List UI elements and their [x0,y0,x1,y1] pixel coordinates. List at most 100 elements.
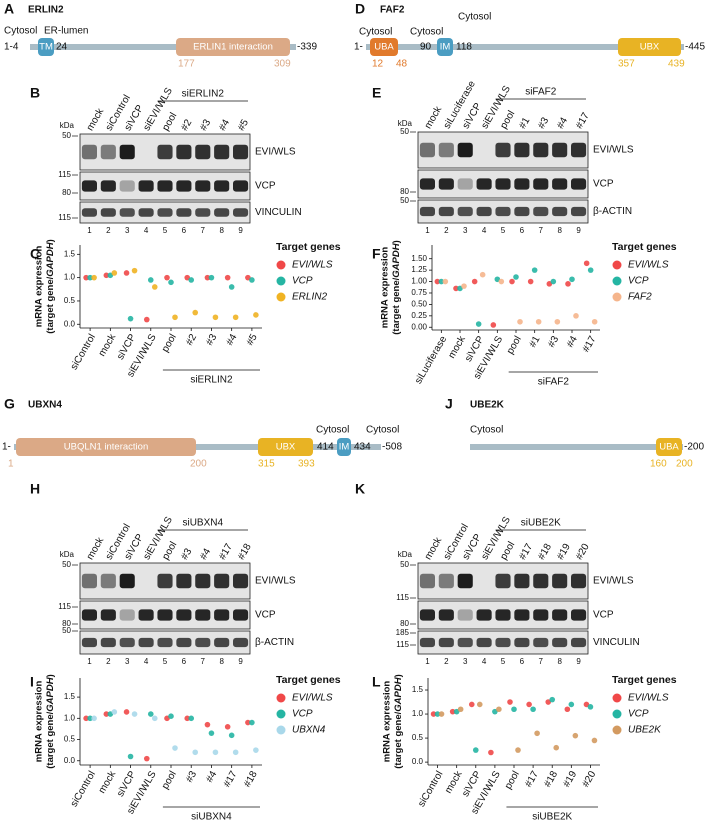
blot-band [438,206,454,217]
data-dot [87,274,93,281]
legend-swatch [276,725,286,735]
x-tick-label: #20 [580,769,598,789]
data-dot [568,701,575,708]
y-axis-title-part: (target gene/ [45,276,56,333]
y-axis-title-part: ) [391,240,402,243]
lane-label: mock [85,106,107,133]
data-dot [143,755,150,762]
x-tick-label: #18 [542,769,560,789]
blot-band [495,206,511,217]
blot-band [495,637,511,648]
blot-band [119,609,135,621]
domain-label: ERLIN1 interaction [193,42,273,53]
lane-number: 1 [87,226,92,235]
diagram-label: 24 [56,42,68,53]
lane-number: 7 [201,226,206,235]
lane-number: 7 [201,657,206,666]
x-tick-label: #18 [242,769,260,789]
blot-band [157,609,173,621]
diagram-title: UBE2K [470,400,505,411]
blot-band [438,609,454,621]
legend-swatch [612,725,622,735]
data-dot [83,274,89,281]
lane-number: 9 [576,657,581,666]
blot-band [157,208,173,217]
data-dot [509,278,515,285]
data-dot [151,284,158,290]
group-label: siERLIN2 [190,375,233,386]
lane-number: 7 [539,226,544,235]
data-dot [91,715,97,722]
legend-swatch [612,292,622,302]
data-dot [143,316,150,323]
diagram-label: 177 [178,59,195,70]
blot-band [495,142,511,158]
legend-label: VCP [292,709,313,720]
blot-band [514,142,530,158]
data-dot [232,314,239,321]
y-axis-title: (target gene/GAPDH) [391,240,402,335]
lane-label: #2 [179,117,194,133]
data-dot [490,322,497,328]
kda-marker: 80 [400,187,409,196]
x-tick-label: #4 [565,334,580,350]
data-dot [192,309,199,316]
data-dot [517,318,523,325]
data-dot [438,278,445,285]
domain-box [656,438,682,456]
blot-band [571,178,587,190]
x-tick-label: pool [160,332,179,354]
panel-letter: H [30,481,40,497]
data-dot [591,737,598,744]
y-axis-title: (target gene/GAPDH) [45,674,56,769]
x-tick-label: pool [160,769,179,791]
data-dot [249,719,255,726]
y-axis-title: mRNA expression [382,681,393,763]
domain-box [176,38,290,56]
kda-marker: 50 [62,131,71,140]
blot-band [195,609,211,621]
blot-band [533,573,549,589]
blot-band [419,637,435,648]
blot-band [157,637,173,648]
data-dot [232,749,239,756]
data-dot [453,285,459,292]
diagram-label: 357 [618,59,635,70]
data-dot [468,701,475,708]
blot-band [157,180,173,192]
blot-band [233,573,249,589]
blot-band [81,573,97,589]
y-axis-title-part: (target gene/ [45,711,56,768]
protein-label: VCP [255,181,276,192]
x-tick-label: #17 [222,769,240,789]
diagram-label: 393 [298,459,315,470]
blot-band [100,180,116,192]
legend-label: EVI/WLS [292,260,333,271]
blot-band [100,637,116,648]
kda-marker: 115 [396,593,409,602]
lane-label: #17 [574,110,592,130]
diagram-label: 200 [676,459,693,470]
diagram-label: Cytosol [316,425,349,436]
lane-number: 7 [539,657,544,666]
domain-box [370,38,398,56]
backbone [366,44,684,50]
lane-label: pool [160,540,179,562]
y-tick-label: 1.0 [412,709,424,718]
protein-label: VCP [593,179,614,190]
data-dot [164,274,170,281]
domain-label: TM [39,42,53,53]
data-dot [188,715,195,722]
data-dot [208,730,215,736]
panel-letter: D [355,1,365,17]
diagram-label: 434 [354,442,371,453]
y-axis-title-part: GAPDH [45,676,56,711]
y-axis-title: mRNA expression [34,246,45,328]
protein-label: VINCULIN [593,637,640,648]
data-dot [131,267,138,274]
blot-band [119,208,135,217]
lane-label: mock [423,535,445,562]
kda-marker: 80 [62,188,71,197]
blot-band [571,206,587,217]
blot-band [533,178,549,190]
